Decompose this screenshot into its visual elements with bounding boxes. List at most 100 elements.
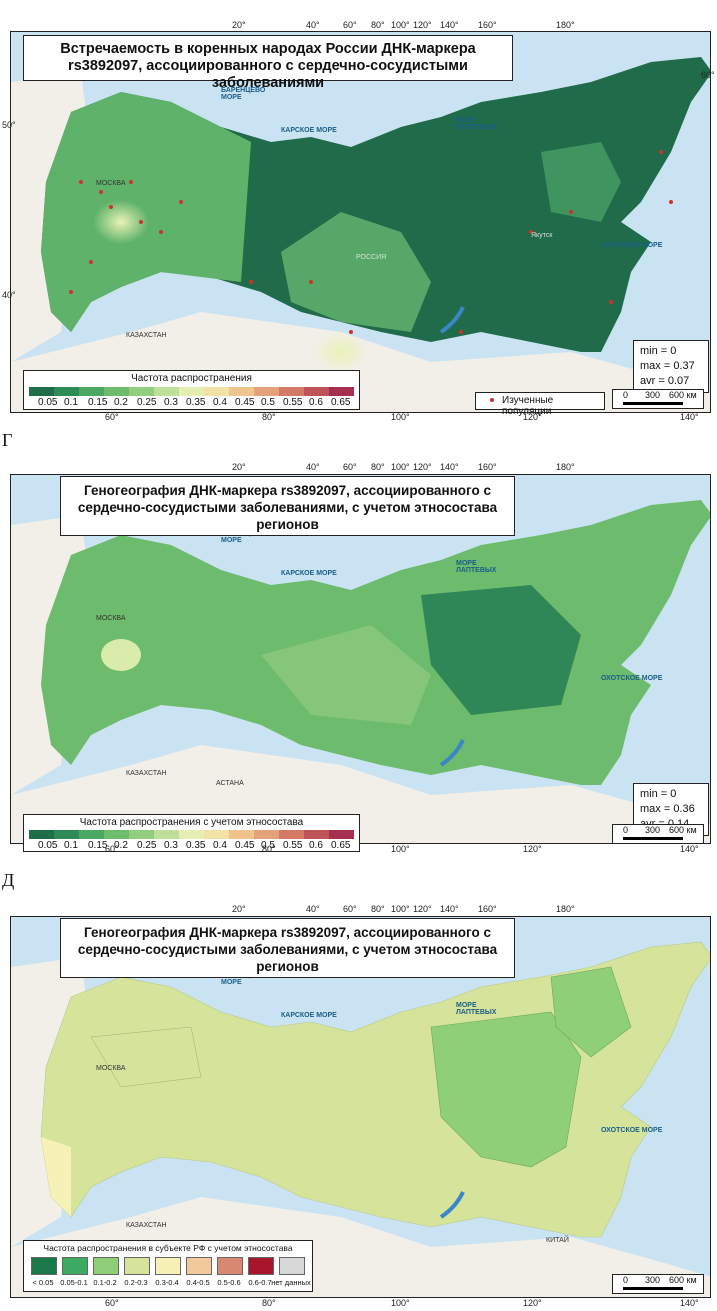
map-frame: БАРЕНЦЕВО МОРЕ КАРСКОЕ МОРЕ МОРЕ ЛАПТЕВЫ… [10,31,711,413]
legend-label: 0.05-0.1 [60,1278,88,1287]
degree-label: 180° [556,462,575,472]
stat-avr: avr = 0.07 [640,375,690,387]
stat-min: min = 0 [640,345,677,357]
degree-label: 60° [105,1298,119,1308]
degree-label: 60° [343,462,357,472]
legend-label: 0.2 [114,840,128,851]
central-siberia-region [421,585,581,715]
scale-label: 600 км [669,390,697,400]
legend-label: 0.5 [261,840,275,851]
degree-label: 50° [2,120,16,130]
sea-label: ОХОТСКОЕ МОРЕ [601,1127,663,1134]
stats-box: min = 0 max = 0.37 avr = 0.07 [633,340,709,393]
legend-label: 0.1 [64,397,78,408]
chukotka-region [550,966,632,1058]
scale-bar: 0 300 600 км [612,1274,704,1294]
legend-label: 0.4-0.5 [186,1278,210,1287]
degree-label: 140° [680,412,699,422]
caucasus-region [41,1137,71,1217]
map-panel-1: 20° 40° 60° 80° 100° 120° 140° 160° 180° [0,0,717,425]
legend-label: 0.3 [164,840,178,851]
legend-label: нет данных [271,1278,311,1287]
legend-gradient: Частота распространения 0.05 0.1 0.15 0.… [23,370,360,410]
degree-label: 140° [680,1298,699,1308]
degree-label: 40° [306,462,320,472]
lake-baikal [439,1191,465,1219]
legend-color-bar [29,387,354,396]
degree-label: 140° [440,904,459,914]
degree-label: 100° [391,844,410,854]
scale-bar: 0 300 600 км [612,824,704,844]
stat-max: max = 0.37 [640,360,695,372]
degree-label: 80° [371,904,385,914]
legend-gradient: Частота распространения с учетом этносос… [23,814,360,852]
sea-label: ОХОТСКОЕ МОРЕ [601,242,663,249]
scale-label: 0 [623,825,629,835]
sea-label: КАРСКОЕ МОРЕ [281,570,337,577]
sea-label: МОРЕ ЛАПТЕВЫХ [456,560,497,574]
place-label: КАЗАХСТАН [126,332,167,339]
degree-label: 60° [105,412,119,422]
degree-label: 140° [440,462,459,472]
legend-title: Частота распространения [131,373,252,384]
east-region [541,142,621,222]
legend-label: 0.25 [137,840,157,851]
degree-label: 120° [413,462,432,472]
map-panel-3: 20° 40° 60° 80° 100° 120° 140° 160° 180°… [0,896,717,1311]
legend-label: 0.35 [186,397,206,408]
legend-label: 0.4 [213,840,227,851]
place-label: КАЗАХСТАН [126,1222,167,1229]
sea-label: МОРЕ ЛАПТЕВЫХ [456,117,497,131]
sea-label: МОРЕ ЛАПТЕВЫХ [456,1002,497,1016]
degree-label: 100° [391,412,410,422]
legend-label: 0.45 [235,397,255,408]
degree-label: 60° [343,20,357,30]
legend-label: 0.65 [331,840,351,851]
legend-label: 0.6-0.7 [248,1278,272,1287]
degree-label: 100° [391,1298,410,1308]
legend-label: 0.25 [137,397,157,408]
place-label: КАЗАХСТАН [126,770,167,777]
degree-label: 80° [262,412,276,422]
siberia-region [281,212,431,332]
legend-label: 0.05 [38,397,58,408]
place-label: КИТАЙ [546,1237,569,1244]
studied-label: Изученные популяции [502,395,554,417]
legend-label: 0.2 [114,397,128,408]
legend-label: 0.5 [261,397,275,408]
sea-label: КАРСКОЕ МОРЕ [281,127,337,134]
place-label: Якутск [531,232,553,239]
degree-label: 100° [391,462,410,472]
legend-label: 0.45 [235,840,255,851]
population-dots [69,150,673,334]
degree-label: 60° [701,70,715,80]
legend-color-bar [29,830,354,839]
legend-label: 0.1 [64,840,78,851]
legend-label: 0.55 [283,840,303,851]
scale-label: 0 [623,390,629,400]
degree-label: 40° [306,20,320,30]
scale-label: 600 км [669,1275,697,1285]
legend-label: 0.05 [38,840,58,851]
place-label: АСТАНА [216,780,244,787]
panel-letter: Г [2,430,13,450]
legend-label: 0.6 [309,840,323,851]
legend-label: < 0.05 [32,1278,54,1287]
west-region [41,92,251,332]
lake-baikal [439,306,465,334]
legend-label: 0.6 [309,397,323,408]
legend-label: 0.1-0.2 [93,1278,117,1287]
panel-letter: Д [2,870,15,890]
sea-label: БАРЕНЦЕВО МОРЕ [221,87,265,101]
legend-label: 0.35 [186,840,206,851]
lake-baikal [439,739,465,767]
legend-label: 0.4 [213,397,227,408]
legend-title: Частота распространения с учетом этносос… [79,817,304,828]
degree-label: 100° [391,904,410,914]
degree-label: 40° [306,904,320,914]
degree-label: 140° [680,844,699,854]
degree-label: 100° [391,20,410,30]
legend-label: 0.5-0.6 [217,1278,241,1287]
degree-label: 120° [523,844,542,854]
stat-max: max = 0.36 [640,803,695,815]
